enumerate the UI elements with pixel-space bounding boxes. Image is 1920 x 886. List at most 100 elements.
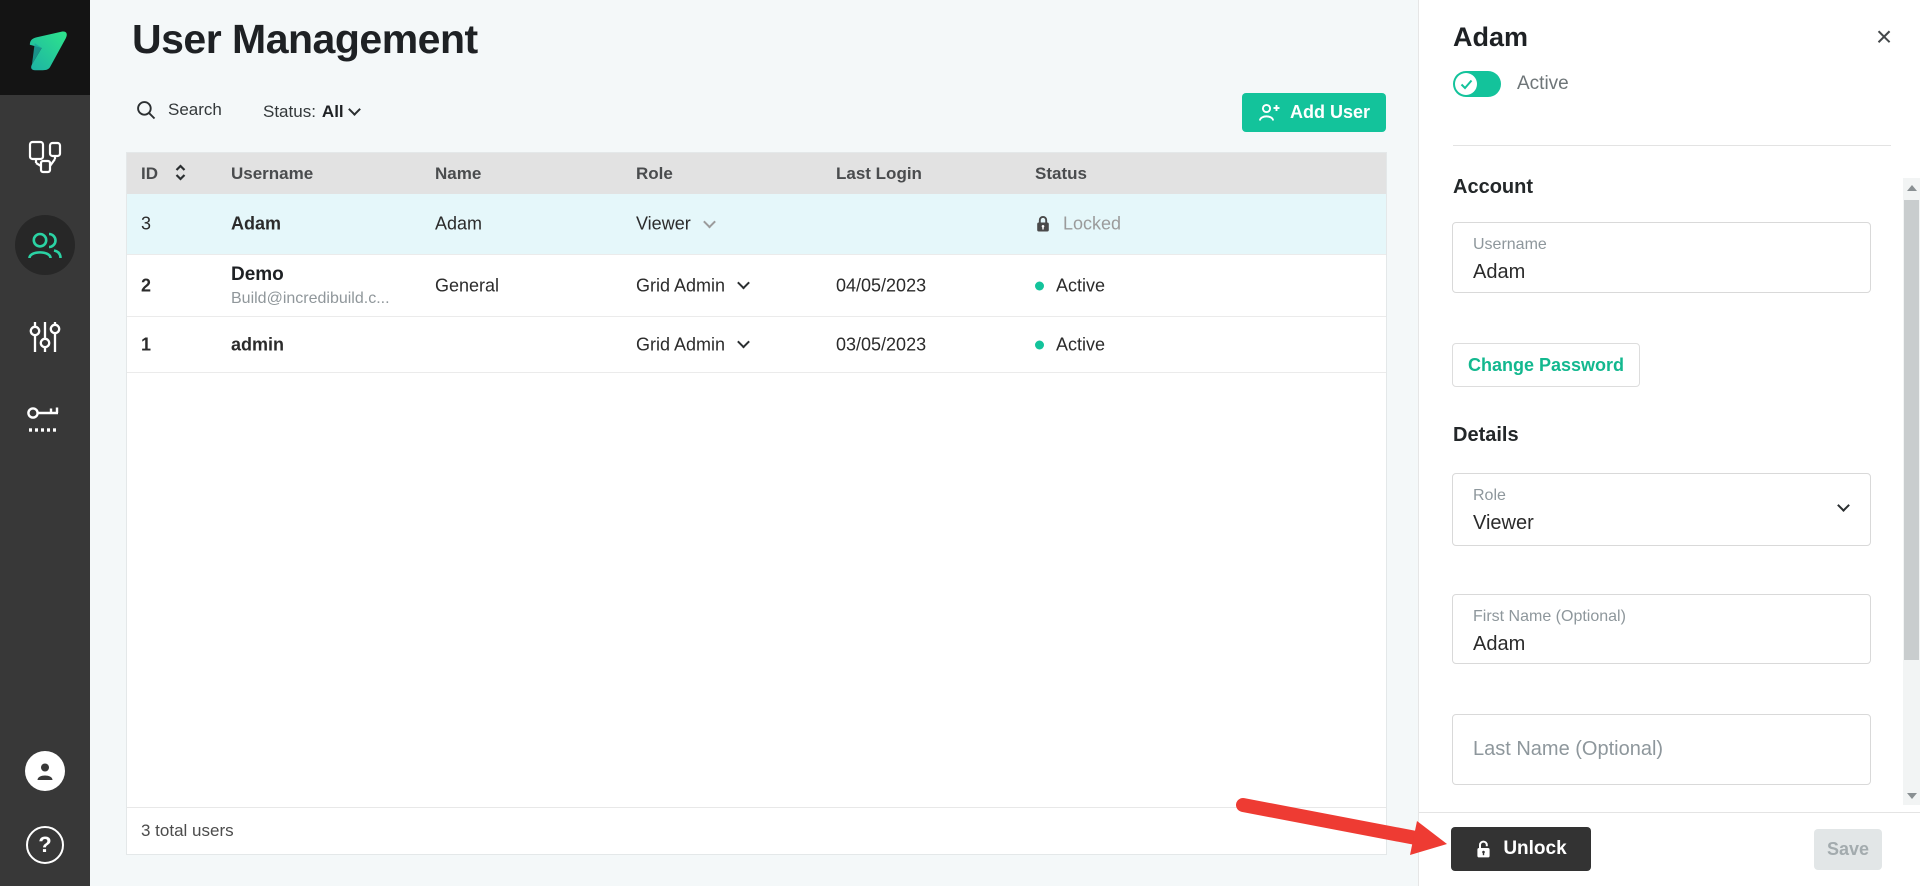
first-name-field[interactable]: First Name (Optional) Adam — [1452, 594, 1871, 664]
active-toggle-row: Active — [1453, 71, 1569, 97]
role-select-label: Role — [1473, 487, 1506, 504]
unlock-button[interactable]: Unlock — [1451, 827, 1591, 871]
settings-sliders-icon — [29, 322, 61, 352]
cell-username: Demo Build@incredibuild.c... — [231, 264, 390, 308]
cell-status: Active — [1035, 275, 1105, 296]
cell-status: Active — [1035, 334, 1105, 355]
save-button[interactable]: Save — [1814, 829, 1882, 870]
status-text: Active — [1056, 275, 1106, 295]
role-value: Grid Admin — [636, 275, 726, 295]
column-header-name: Name — [435, 163, 482, 183]
panel-scrollbar[interactable] — [1903, 178, 1920, 805]
sort-icon[interactable] — [174, 163, 187, 187]
toggle-label: Active — [1517, 73, 1569, 94]
sidebar-item-build-grid[interactable] — [0, 139, 90, 175]
table-row[interactable]: 3 Adam Adam Viewer Locked — [127, 194, 1386, 255]
username-text: Demo — [231, 263, 284, 285]
add-user-icon — [1259, 103, 1280, 121]
role-select-value: Viewer — [1473, 512, 1534, 534]
last-name-field[interactable]: Last Name (Optional) — [1452, 714, 1871, 785]
panel-title: Adam — [1453, 22, 1529, 52]
role-value: Viewer — [636, 213, 691, 234]
page-title: User Management — [132, 16, 478, 62]
chevron-down-icon — [737, 335, 750, 349]
check-icon — [1460, 79, 1472, 89]
sidebar-item-license[interactable] — [0, 404, 90, 436]
divider — [1419, 812, 1920, 813]
chevron-down-icon — [737, 276, 750, 290]
table-footer: 3 total users — [127, 807, 1386, 854]
table-row[interactable]: 2 Demo Build@incredibuild.c... General G… — [127, 255, 1386, 317]
unlock-icon — [1477, 840, 1490, 858]
users-table: ID Username Name Role Last Login Status … — [126, 152, 1387, 855]
status-filter-value: All — [321, 102, 344, 121]
scrollbar-down-arrow[interactable] — [1903, 786, 1920, 805]
table-row[interactable]: 1 admin Grid Admin 03/05/2023 Active — [127, 317, 1386, 373]
status-text: Locked — [1063, 213, 1122, 234]
logo[interactable] — [0, 0, 90, 95]
users-icon — [28, 232, 62, 259]
chevron-down-icon — [347, 103, 361, 116]
username-field-value: Adam — [1473, 261, 1526, 283]
add-user-button[interactable]: Add User — [1242, 93, 1386, 132]
change-password-button[interactable]: Change Password — [1452, 343, 1640, 387]
username-field[interactable]: Username Adam — [1452, 222, 1871, 293]
column-header-role: Role — [636, 163, 673, 183]
cell-name: General — [435, 275, 500, 295]
cell-id: 1 — [141, 334, 152, 354]
cell-status: Locked — [1035, 214, 1121, 235]
close-icon[interactable]: × — [1875, 21, 1893, 52]
total-users-text: 3 total users — [141, 821, 234, 840]
cell-username: Adam — [231, 213, 282, 234]
scrollbar-up-arrow[interactable] — [1903, 178, 1920, 197]
first-name-value: Adam — [1473, 633, 1526, 655]
role-select[interactable]: Role Viewer — [1452, 473, 1871, 546]
sidebar-item-profile[interactable] — [0, 751, 90, 791]
scrollbar-thumb[interactable] — [1904, 200, 1919, 660]
first-name-label: First Name (Optional) — [1473, 608, 1626, 625]
cell-name: Adam — [435, 213, 483, 234]
chevron-down-icon — [702, 215, 716, 228]
role-dropdown[interactable]: Viewer — [636, 213, 716, 235]
unlock-label: Unlock — [1503, 838, 1567, 859]
status-filter-label: Status: — [263, 102, 316, 121]
active-dot-icon — [1035, 281, 1044, 290]
help-icon: ? — [26, 826, 64, 864]
column-header-last-login: Last Login — [836, 163, 922, 183]
cell-id: 2 — [141, 275, 152, 295]
role-dropdown[interactable]: Grid Admin — [636, 275, 750, 296]
section-details: Details — [1453, 424, 1519, 446]
column-header-id[interactable]: ID — [141, 163, 158, 183]
cell-id: 3 — [141, 213, 152, 234]
sidebar-item-settings[interactable] — [0, 319, 90, 355]
toggle-knob — [1455, 73, 1477, 95]
active-dot-icon — [1035, 340, 1044, 349]
search-control[interactable]: Search — [136, 100, 222, 120]
role-dropdown[interactable]: Grid Admin — [636, 334, 750, 355]
section-account: Account — [1453, 176, 1533, 198]
username-field-label: Username — [1473, 236, 1547, 253]
status-text: Active — [1056, 334, 1106, 354]
help-glyph: ? — [38, 832, 52, 857]
change-password-label: Change Password — [1467, 354, 1625, 375]
save-label: Save — [1826, 839, 1870, 859]
active-toggle[interactable] — [1453, 71, 1501, 97]
person-icon — [37, 763, 53, 780]
lock-icon — [1037, 216, 1049, 232]
last-name-placeholder: Last Name (Optional) — [1473, 738, 1664, 760]
search-icon — [137, 101, 156, 120]
column-header-status: Status — [1035, 163, 1087, 183]
incredibuild-logo-icon — [29, 31, 67, 70]
main-content: User Management Search Status: All Add U… — [90, 0, 1418, 886]
divider — [1453, 145, 1891, 146]
cell-last-login: 03/05/2023 — [836, 334, 927, 354]
sidebar: ? — [0, 0, 90, 886]
status-filter[interactable]: Status: All — [263, 102, 361, 122]
sidebar-item-users[interactable] — [15, 215, 75, 275]
user-detail-panel: Adam × Active Account Username Adam Chan… — [1418, 0, 1920, 886]
email-text: Build@incredibuild.c... — [231, 289, 390, 307]
build-grid-icon — [28, 140, 62, 174]
add-user-label: Add User — [1289, 102, 1370, 122]
sidebar-item-help[interactable]: ? — [0, 826, 90, 864]
